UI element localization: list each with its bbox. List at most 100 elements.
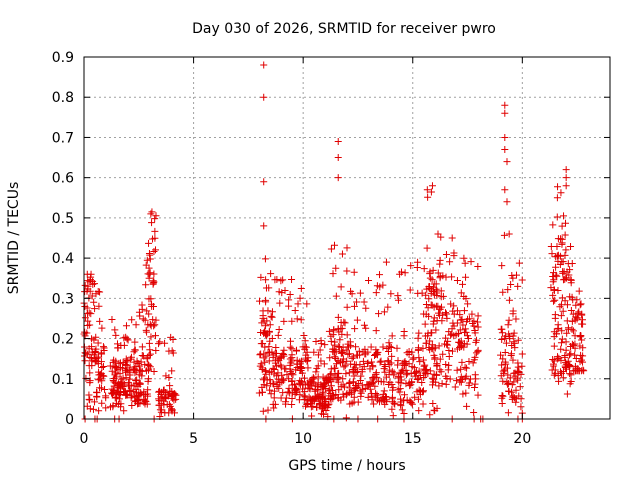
data-point	[559, 269, 567, 277]
y-tick-label: 0.8	[52, 90, 74, 106]
data-point	[371, 382, 379, 390]
data-point	[462, 318, 470, 326]
data-point	[356, 377, 364, 385]
data-point	[135, 308, 143, 316]
data-point	[518, 350, 526, 358]
data-point	[514, 359, 522, 367]
data-point	[306, 384, 314, 392]
data-point	[418, 289, 426, 297]
data-point	[157, 408, 165, 416]
data-point	[354, 351, 362, 359]
data-point	[334, 313, 342, 321]
data-point	[346, 350, 354, 358]
data-point	[259, 407, 267, 415]
data-point	[409, 355, 417, 363]
data-point	[550, 269, 558, 277]
data-point	[578, 356, 586, 364]
data-point	[269, 400, 277, 408]
data-point	[257, 273, 265, 281]
data-point	[398, 406, 406, 414]
y-tick-label: 0.1	[52, 372, 74, 388]
data-point	[276, 299, 284, 307]
data-point	[113, 340, 121, 348]
data-point	[343, 331, 351, 339]
data-point	[305, 393, 313, 401]
data-point	[562, 338, 570, 346]
data-point	[553, 213, 561, 221]
data-point	[331, 353, 339, 361]
data-point	[437, 368, 445, 376]
data-point	[344, 350, 352, 358]
data-point	[554, 321, 562, 329]
data-point	[559, 307, 567, 315]
data-point	[364, 393, 372, 401]
data-point	[141, 400, 149, 408]
data-point	[391, 400, 399, 408]
data-point	[327, 396, 335, 404]
data-point	[512, 386, 520, 394]
data-point	[86, 369, 94, 377]
data-point	[419, 344, 427, 352]
data-point	[286, 389, 294, 397]
data-point	[256, 351, 264, 359]
data-point	[498, 336, 506, 344]
data-point	[500, 366, 508, 374]
data-point	[428, 182, 436, 190]
data-point	[108, 316, 116, 324]
data-point	[562, 219, 570, 227]
data-point	[413, 375, 421, 383]
data-point	[400, 397, 408, 405]
data-point	[95, 371, 103, 379]
data-point	[429, 399, 437, 407]
data-point	[120, 407, 128, 415]
data-point	[139, 315, 147, 323]
data-point	[551, 296, 559, 304]
y-tick-label: 0.6	[52, 171, 74, 187]
data-point	[470, 322, 478, 330]
data-point	[168, 347, 176, 355]
data-point	[556, 368, 564, 376]
data-point	[551, 314, 559, 322]
data-point	[128, 402, 136, 410]
data-point	[96, 384, 104, 392]
data-point	[288, 377, 296, 385]
data-point	[92, 345, 100, 353]
data-point	[474, 348, 482, 356]
data-point	[460, 340, 468, 348]
data-point	[552, 263, 560, 271]
data-point	[360, 298, 368, 306]
data-point	[579, 366, 587, 374]
data-point	[561, 231, 569, 239]
data-point	[433, 362, 441, 370]
data-point	[403, 369, 411, 377]
data-point	[563, 390, 571, 398]
data-point	[140, 396, 148, 404]
data-point	[405, 360, 413, 368]
data-point	[130, 381, 138, 389]
data-point	[433, 404, 441, 412]
data-point	[443, 314, 451, 322]
data-point	[467, 258, 475, 266]
data-point	[564, 260, 572, 268]
data-point	[394, 292, 402, 300]
data-point	[358, 368, 366, 376]
data-point	[145, 239, 153, 247]
data-point	[396, 385, 404, 393]
data-point	[138, 367, 146, 375]
data-point	[517, 370, 525, 378]
data-point	[430, 303, 438, 311]
data-point	[146, 255, 154, 263]
data-point	[157, 391, 165, 399]
data-point	[388, 332, 396, 340]
data-point	[99, 363, 107, 371]
data-point	[471, 327, 479, 335]
data-point	[411, 393, 419, 401]
data-point	[397, 400, 405, 408]
data-point	[408, 378, 416, 386]
data-point	[296, 381, 304, 389]
data-point	[559, 374, 567, 382]
data-point	[109, 403, 117, 411]
data-point	[91, 305, 99, 313]
data-point	[317, 410, 325, 418]
data-point	[304, 381, 312, 389]
